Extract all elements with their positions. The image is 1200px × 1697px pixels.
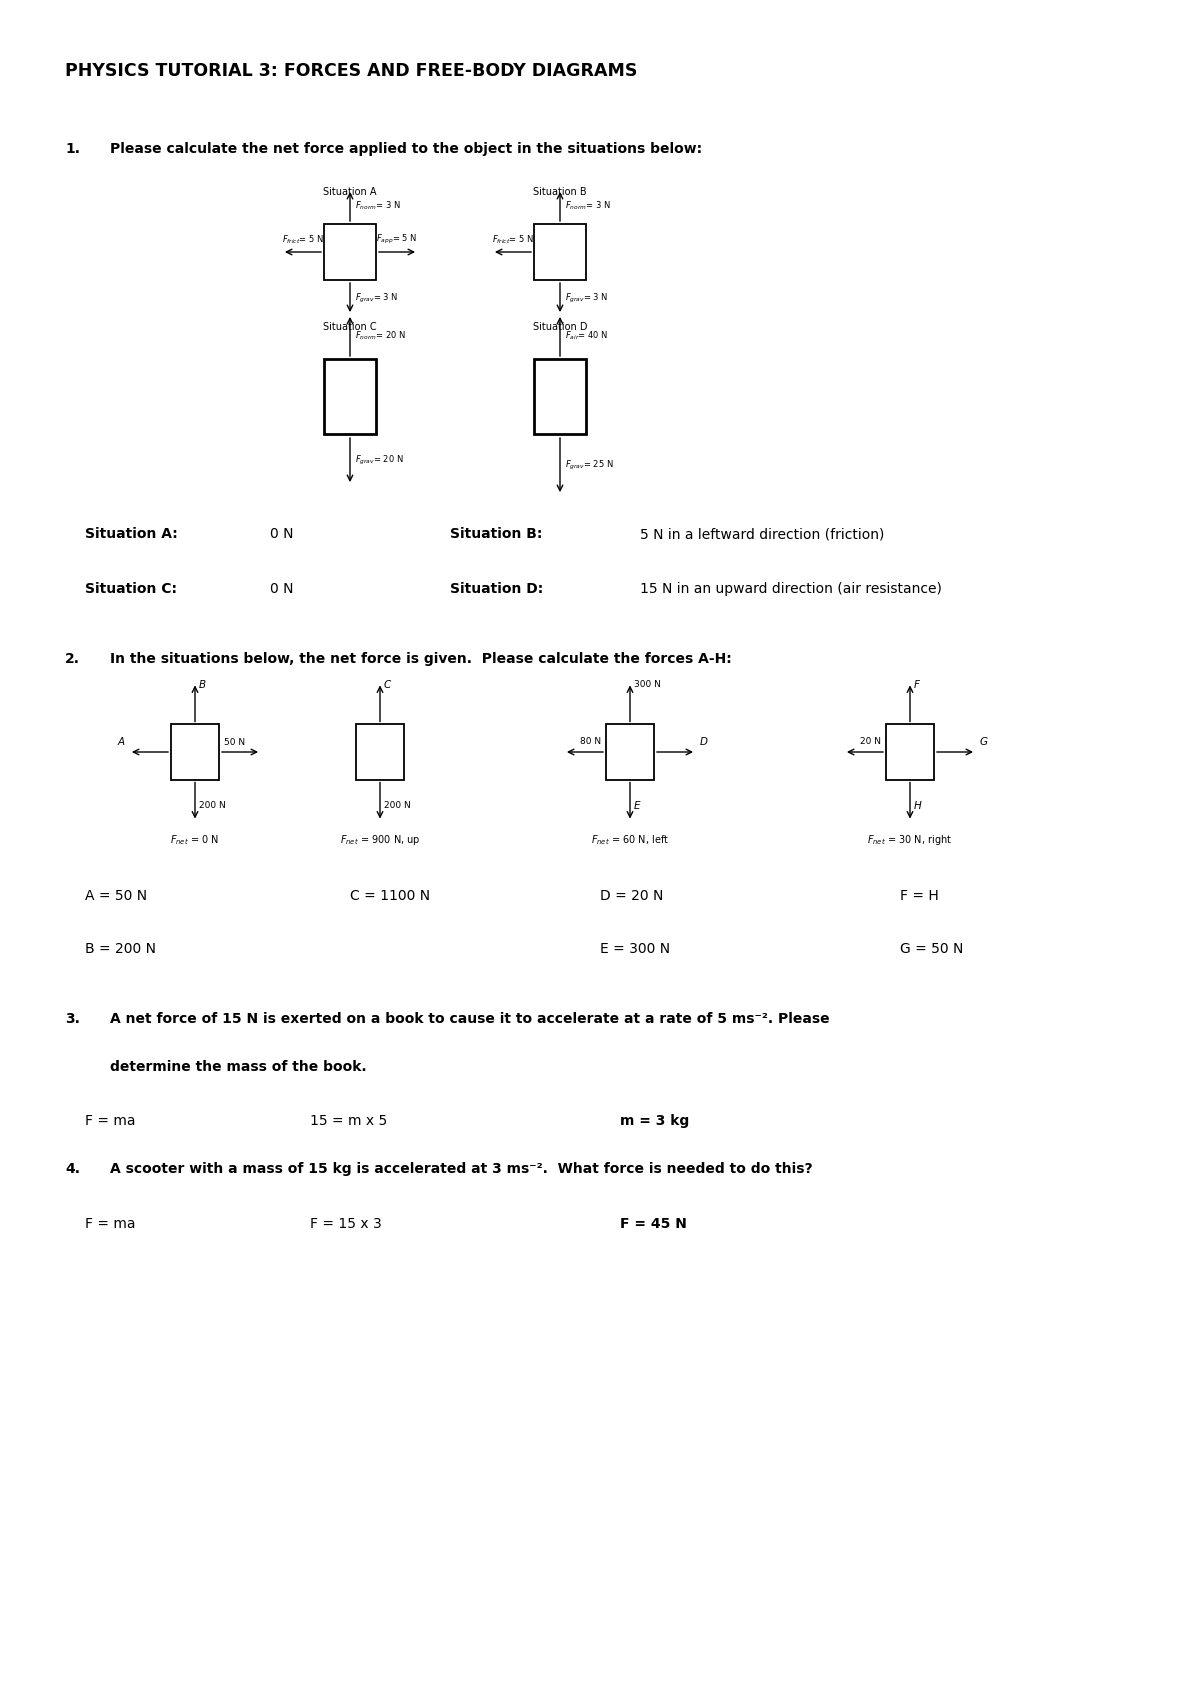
Text: E: E [634, 801, 641, 811]
Text: Situation D: Situation D [533, 322, 587, 333]
Text: F = 45 N: F = 45 N [620, 1217, 686, 1230]
Text: 20 N: 20 N [860, 736, 881, 747]
Text: 4.: 4. [65, 1162, 80, 1176]
Text: 15 = m x 5: 15 = m x 5 [310, 1113, 388, 1129]
Text: Situation D:: Situation D: [450, 582, 544, 596]
Text: F = ma: F = ma [85, 1113, 136, 1129]
Bar [172, 725, 220, 779]
Text: 200 N: 200 N [199, 801, 226, 809]
Text: B = 200 N: B = 200 N [85, 942, 156, 955]
Text: In the situations below, the net force is given.  Please calculate the forces A-: In the situations below, the net force i… [110, 652, 732, 665]
Bar [356, 725, 404, 779]
Text: 2.: 2. [65, 652, 80, 665]
Text: C: C [384, 680, 391, 691]
Text: determine the mass of the book.: determine the mass of the book. [110, 1061, 367, 1074]
Text: 15 N in an upward direction (air resistance): 15 N in an upward direction (air resista… [640, 582, 942, 596]
Text: 300 N: 300 N [634, 680, 661, 689]
Text: 3.: 3. [65, 1011, 80, 1027]
Text: 0 N: 0 N [270, 582, 294, 596]
Text: A scooter with a mass of 15 kg is accelerated at 3 ms⁻².  What force is needed t: A scooter with a mass of 15 kg is accele… [110, 1162, 812, 1176]
Text: Situation A:: Situation A: [85, 528, 178, 541]
Bar [324, 360, 376, 434]
Text: Situation C:: Situation C: [85, 582, 178, 596]
Text: 80 N: 80 N [580, 736, 601, 747]
Text: $F_{frict}$= 5 N: $F_{frict}$= 5 N [492, 234, 534, 246]
Text: Please calculate the net force applied to the object in the situations below:: Please calculate the net force applied t… [110, 143, 702, 156]
Text: $F_{grav}$= 3 N: $F_{grav}$= 3 N [565, 292, 608, 304]
Text: G = 50 N: G = 50 N [900, 942, 964, 955]
Text: Situation B: Situation B [533, 187, 587, 197]
Text: F = H: F = H [900, 889, 938, 903]
Text: F: F [914, 680, 920, 691]
Text: Situation A: Situation A [323, 187, 377, 197]
Text: $F_{norm}$= 20 N: $F_{norm}$= 20 N [355, 329, 406, 343]
Text: A = 50 N: A = 50 N [85, 889, 148, 903]
Bar [886, 725, 934, 779]
Text: H: H [914, 801, 922, 811]
Text: E = 300 N: E = 300 N [600, 942, 670, 955]
Text: B: B [199, 680, 206, 691]
Text: F = ma: F = ma [85, 1217, 136, 1230]
Bar [534, 224, 586, 280]
Text: $F_{net}$ = 30 N, right: $F_{net}$ = 30 N, right [868, 833, 953, 847]
Text: $F_{frict}$= 5 N: $F_{frict}$= 5 N [282, 234, 324, 246]
Text: A: A [118, 736, 125, 747]
Text: Situation C: Situation C [323, 322, 377, 333]
Text: $F_{net}$ = 0 N: $F_{net}$ = 0 N [170, 833, 220, 847]
Text: $F_{norm}$= 3 N: $F_{norm}$= 3 N [565, 200, 611, 212]
Text: 0 N: 0 N [270, 528, 294, 541]
Text: 200 N: 200 N [384, 801, 410, 809]
Text: Situation B:: Situation B: [450, 528, 542, 541]
Text: $F_{grav}$= 20 N: $F_{grav}$= 20 N [355, 453, 403, 467]
Text: $F_{air}$= 40 N: $F_{air}$= 40 N [565, 329, 608, 343]
Bar [606, 725, 654, 779]
Text: 5 N in a leftward direction (friction): 5 N in a leftward direction (friction) [640, 528, 884, 541]
Text: $F_{grav}$= 25 N: $F_{grav}$= 25 N [565, 458, 613, 472]
Text: 1.: 1. [65, 143, 80, 156]
Text: $F_{grav}$= 3 N: $F_{grav}$= 3 N [355, 292, 398, 304]
Text: $F_{net}$ = 60 N, left: $F_{net}$ = 60 N, left [590, 833, 670, 847]
Text: D = 20 N: D = 20 N [600, 889, 664, 903]
Text: F = 15 x 3: F = 15 x 3 [310, 1217, 382, 1230]
Text: G: G [980, 736, 988, 747]
Text: $F_{norm}$= 3 N: $F_{norm}$= 3 N [355, 200, 401, 212]
Text: A net force of 15 N is exerted on a book to cause it to accelerate at a rate of : A net force of 15 N is exerted on a book… [110, 1011, 829, 1027]
Text: PHYSICS TUTORIAL 3: FORCES AND FREE-BODY DIAGRAMS: PHYSICS TUTORIAL 3: FORCES AND FREE-BODY… [65, 63, 637, 80]
Bar [324, 224, 376, 280]
Text: $F_{net}$ = 900 N, up: $F_{net}$ = 900 N, up [340, 833, 420, 847]
Bar [534, 360, 586, 434]
Text: m = 3 kg: m = 3 kg [620, 1113, 689, 1129]
Text: C = 1100 N: C = 1100 N [350, 889, 430, 903]
Text: 50 N: 50 N [224, 738, 245, 747]
Text: D: D [700, 736, 708, 747]
Text: $F_{app}$= 5 N: $F_{app}$= 5 N [377, 232, 418, 246]
